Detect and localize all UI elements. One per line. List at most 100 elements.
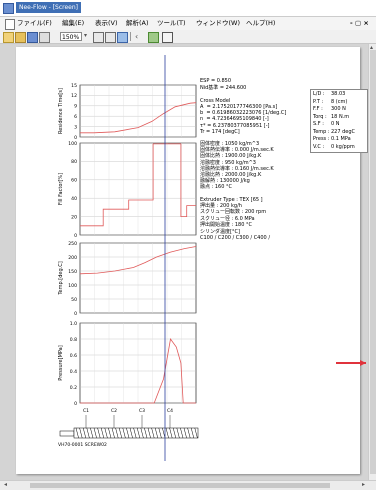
menu-file[interactable]: ファイル(F) [17, 19, 52, 27]
status-value: 8 (cm) [331, 98, 348, 105]
screw-zone-label: C4 [167, 408, 173, 414]
report-page: 15 12 9 6 3 0 Residence Time[s] 100 80 60 40 20 0 Fil… [16, 47, 360, 474]
horizontal-scroll-thumb[interactable] [30, 483, 330, 488]
app-icon [3, 3, 14, 14]
toolbar-separator [130, 32, 131, 41]
status-value: 227 degC [331, 128, 356, 135]
menu-edit[interactable]: 編集(E) [62, 19, 85, 27]
menu-bar: ファイル(F) 編集(E) 表示(V) 解析(A) ツール(T) ウィンドウ(W… [0, 17, 376, 30]
pressure-ytick: 1.0 [70, 321, 77, 327]
screw-flight [108, 427, 112, 439]
fill-ylabel: Fill Factor[%] [58, 173, 64, 205]
menu-analysis[interactable]: 解析(A) [126, 19, 149, 27]
fill-ytick: 100 [68, 141, 77, 147]
pressure-series-line [80, 337, 196, 404]
material-line: 溶融比熱 : 2000.00 J/kg.K [200, 172, 262, 178]
screw-flight [190, 427, 195, 439]
status-value: 0 N [331, 121, 340, 127]
screw-flight [194, 427, 198, 439]
title-bar: Nee-Flow - [Screen] [0, 0, 376, 17]
red-pointer-arrow [360, 360, 366, 366]
scroll-up-icon[interactable]: ▴ [370, 44, 374, 51]
residence-ylabel: Residence Time[s] [58, 88, 64, 134]
status-value: 18 N.m [331, 113, 350, 120]
fill-ytick: 40 [71, 196, 77, 202]
vertical-scrollbar[interactable]: ▴ [368, 44, 376, 480]
temp-ytick: 200 [68, 255, 77, 261]
status-value: 38.03 [331, 91, 346, 97]
residence-ytick: 12 [71, 93, 77, 99]
menu-window[interactable]: ウィンドウ(W) [196, 19, 240, 27]
esp-value: ESP = 0.850 [200, 78, 232, 84]
menu-tools[interactable]: ツール(T) [157, 19, 186, 27]
extruder-line: スクリュー回転数 : 200 rpm [200, 209, 267, 216]
screw-flight [144, 427, 148, 439]
menu-help[interactable]: ヘルプ(H) [246, 19, 276, 27]
temp-series-line [79, 246, 197, 275]
back-icon[interactable]: ‹ [135, 32, 139, 41]
temp-ylabel: Temp.[deg.C] [58, 261, 64, 295]
material-line: 融解熱 : 130000 J/kg [200, 178, 250, 185]
status-key: Press : [313, 136, 330, 142]
layout-icon[interactable] [105, 32, 116, 43]
scroll-right-icon[interactable]: ▸ [362, 481, 366, 488]
cross-model-line: n = 4.72364695109840 [-] [200, 116, 269, 123]
screw-flight [183, 427, 187, 439]
status-key: L/D : [313, 91, 325, 97]
menu-view[interactable]: 表示(V) [95, 19, 118, 27]
screw-zone-label: C2 [111, 408, 117, 414]
zoom-dropdown-icon[interactable]: ▾ [84, 32, 88, 39]
doc-window-controls[interactable]: - ▢ × [350, 19, 369, 27]
residence-ytick: 9 [74, 104, 77, 110]
cross-model-line: b = 0.61986032223076 [1/deg.C] [200, 110, 287, 117]
extruder-line: 押出量 : 200 kg/h [200, 203, 242, 210]
material-line: 固体比熱 : 1900.00 J/kg.K [200, 153, 262, 160]
zoom-select[interactable]: 150% [60, 32, 82, 41]
extruder-line: 押出開始温度 : 180 °C [200, 221, 252, 228]
fit-page-icon[interactable] [117, 32, 128, 43]
residence-ytick: 15 [71, 83, 77, 89]
grid-icon[interactable] [93, 32, 104, 43]
temp-ytick: 150 [68, 269, 77, 275]
scroll-left-icon[interactable]: ◂ [4, 481, 8, 488]
screw-flight [136, 427, 141, 439]
screw-flight [187, 427, 191, 439]
residence-ytick: 3 [74, 124, 77, 130]
screw-flight [133, 427, 137, 439]
screw-flight [140, 427, 144, 439]
table-icon[interactable] [162, 32, 173, 43]
pressure-ytick: 0 [74, 401, 77, 407]
save-icon[interactable] [27, 32, 38, 43]
screw-zone-label: C3 [139, 408, 145, 414]
screw-flight [165, 427, 169, 439]
barrel-line: C100 / C200 / C300 / C400 / [200, 235, 271, 242]
vertical-scroll-thumb[interactable] [370, 50, 376, 474]
screw-flight [93, 427, 97, 439]
horizontal-scrollbar[interactable]: ◂ ▸ [0, 480, 376, 490]
cross-model-title: Cross Model [200, 98, 231, 104]
screw-flight [176, 427, 180, 439]
extruder-line: Extruder Type : TEX [65 ] [200, 197, 263, 203]
cross-model-line: τ* = 6.23780377085951 [-] [200, 122, 270, 129]
pressure-ytick: 0.8 [70, 337, 77, 343]
status-key: Temp : [313, 128, 330, 135]
screw-drive-block [59, 430, 75, 437]
screw-flight [122, 427, 126, 439]
screw-flight [154, 427, 159, 439]
new-icon[interactable] [3, 32, 14, 43]
screw-flight [151, 427, 155, 439]
document-icon [5, 19, 15, 30]
fill-ytick: 0 [74, 233, 77, 239]
cross-model-line: Tr = 174 [degC] [200, 128, 240, 135]
fill-ytick: 80 [71, 159, 77, 165]
open-folder-icon[interactable] [15, 32, 26, 43]
pressure-ylabel: Pressure[MPa] [58, 345, 64, 380]
screw-flight [129, 427, 133, 439]
material-line: 溶融熱伝導率 : 0.160 J/m.sec.K [200, 165, 274, 172]
chart-icon[interactable] [148, 32, 159, 43]
screw-flight [104, 427, 108, 439]
print-icon[interactable] [39, 32, 50, 43]
position-status-panel: L/D : 38.03 P.T : 8 (cm) F.F : 300 N Torq : 18 … [310, 89, 368, 153]
temp-ytick: 50 [71, 297, 77, 303]
nid-value: Nid基準 = 244.600 [200, 85, 247, 91]
